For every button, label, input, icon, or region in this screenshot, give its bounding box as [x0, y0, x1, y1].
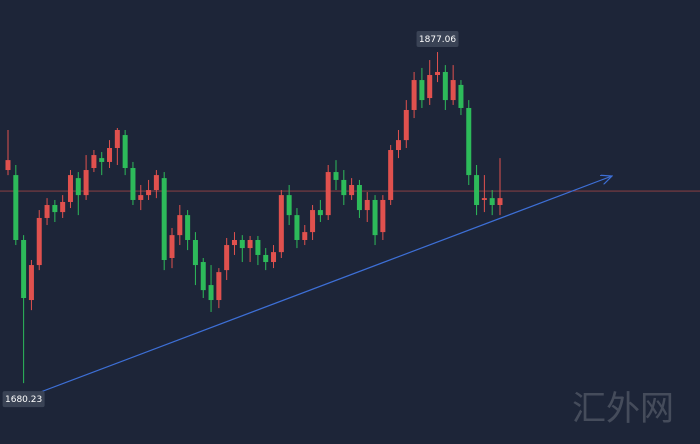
candle-body: [185, 215, 191, 240]
candle-body: [395, 140, 401, 151]
candle-body: [427, 75, 433, 99]
candle-body: [52, 205, 58, 213]
candle-body: [130, 168, 136, 200]
candle-body: [271, 252, 277, 263]
candle-body: [489, 198, 495, 206]
candle-body: [83, 170, 89, 196]
candle-body: [255, 239, 261, 255]
watermark: 汇外网: [572, 389, 674, 429]
candle-body: [333, 172, 339, 180]
candle-body: [21, 239, 27, 299]
candles: [0, 52, 700, 384]
candle-body: [364, 199, 370, 211]
candle-body: [146, 190, 152, 196]
candle-body: [278, 195, 284, 253]
candle-body: [114, 130, 120, 148]
candle-body: [388, 150, 394, 200]
candle-body: [216, 272, 222, 301]
candle-body: [474, 175, 480, 206]
candle-body: [286, 195, 292, 216]
candle-body: [44, 205, 50, 218]
candle-body: [411, 80, 417, 110]
candle-body: [224, 245, 230, 271]
candle-body: [153, 175, 159, 191]
candle-body: [372, 199, 378, 236]
candle-body: [99, 158, 105, 162]
candle-body: [302, 232, 308, 240]
min-label-box: [2, 391, 45, 408]
candle-body: [192, 239, 198, 266]
candle-body: [122, 135, 128, 169]
min-label: 1680.23: [5, 395, 42, 405]
candle-body: [497, 198, 503, 206]
candle-body: [450, 80, 456, 101]
candle-body: [208, 285, 214, 301]
candle-body: [356, 185, 362, 211]
candle-body: [60, 201, 66, 213]
candle-body: [466, 107, 472, 176]
trend-line: [29, 176, 612, 397]
candle-body: [169, 235, 175, 258]
candle-body: [403, 109, 409, 141]
candle-body: [341, 179, 347, 196]
candle-body: [317, 210, 323, 216]
candle-body: [263, 254, 269, 263]
candle-body: [435, 71, 441, 76]
candle-body: [91, 155, 97, 169]
candle-body: [36, 217, 42, 266]
candle-body: [200, 262, 206, 291]
candle-body: [239, 239, 245, 249]
max-label-box: [416, 31, 459, 48]
candle-body: [13, 175, 19, 240]
candle-body: [458, 84, 464, 108]
candle-body: [177, 215, 183, 236]
candle-body: [138, 195, 144, 200]
candle-body: [75, 178, 81, 196]
candle-body: [481, 198, 487, 200]
candle-body: [67, 175, 73, 202]
candle-body: [294, 215, 300, 240]
candle-body: [349, 185, 355, 196]
candle-body: [380, 199, 386, 233]
candle-body: [247, 239, 253, 249]
candle-body: [161, 178, 167, 261]
candle-body: [28, 265, 34, 301]
candle-body: [442, 71, 448, 101]
candle-body: [325, 172, 331, 216]
candle-body: [419, 80, 425, 101]
candle-body: [310, 210, 316, 233]
max-label: 1877.06: [419, 35, 456, 45]
candle-body: [107, 148, 113, 162]
candle-body: [231, 239, 237, 246]
candle-body: [5, 160, 11, 171]
